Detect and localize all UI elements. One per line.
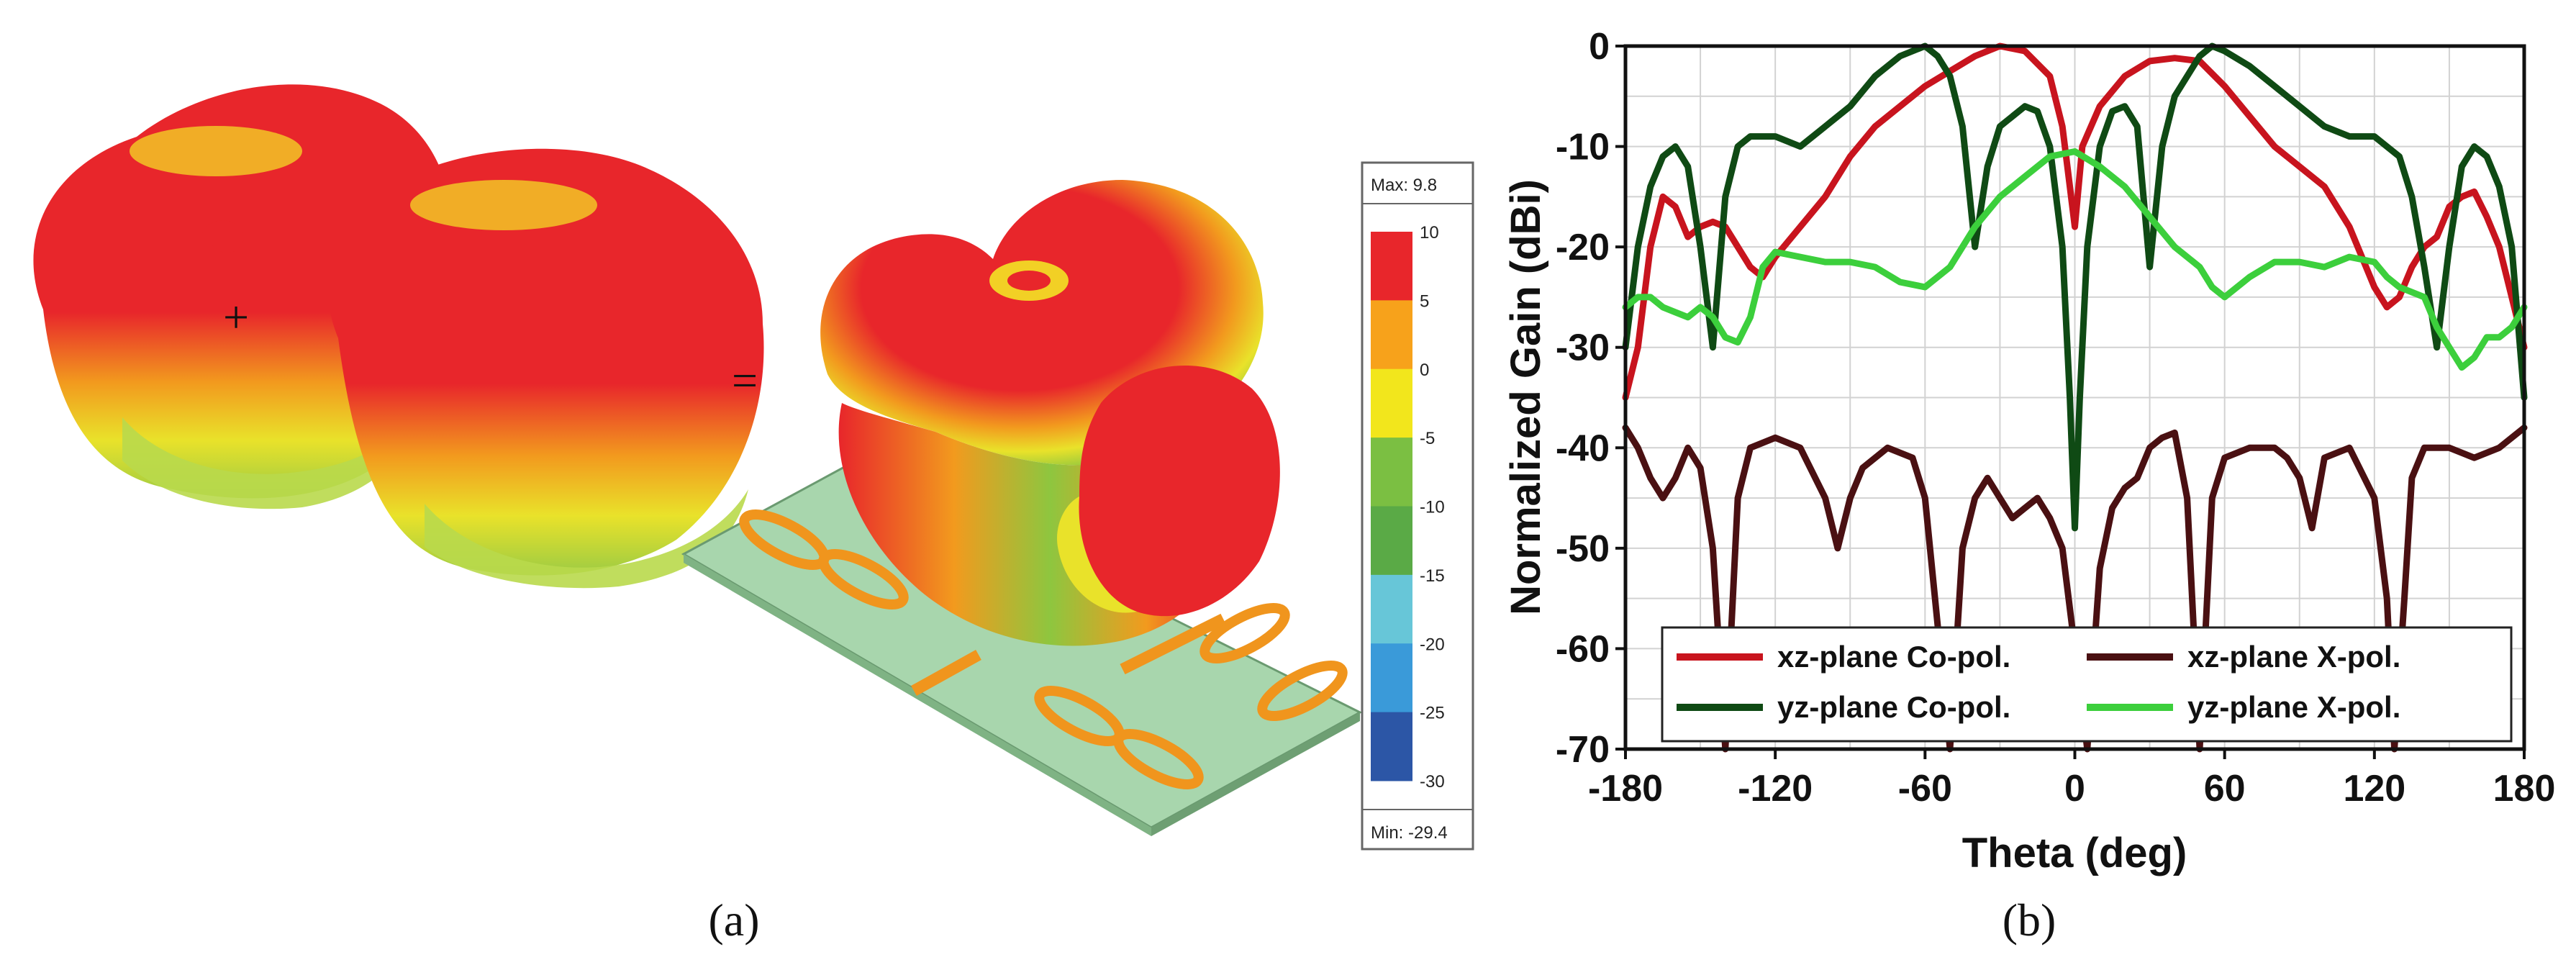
plus-sign: +	[223, 291, 249, 343]
series-line	[1622, 424, 2528, 753]
scale-band	[1371, 574, 1412, 644]
scale-band	[1371, 232, 1412, 301]
y-tick-label: -50	[1556, 528, 1610, 570]
x-axis-title: Theta (deg)	[1962, 830, 2187, 876]
x-tick-label: 180	[2493, 768, 2556, 810]
scale-tick-label: -15	[1420, 566, 1445, 586]
y-tick-label: -20	[1556, 227, 1610, 268]
antenna-board	[681, 459, 1363, 836]
scale-tick-label: 10	[1420, 223, 1439, 242]
scale-band	[1371, 300, 1412, 370]
scale-max-label: Max: 9.8	[1371, 176, 1437, 195]
scale-band	[1371, 506, 1412, 576]
series-line	[1622, 42, 2528, 401]
x-tick-label: 60	[2204, 768, 2246, 810]
y-tick-label: -40	[1556, 427, 1610, 469]
legend-label: xz-plane Co-pol.	[1777, 640, 2010, 674]
x-tick-label: -60	[1898, 768, 1952, 810]
legend-label: yz-plane Co-pol.	[1777, 690, 2010, 724]
scale-min-label: Min: -29.4	[1371, 823, 1448, 843]
equals-sign: =	[732, 355, 758, 406]
y-axis-title: Normalized Gain (dBi)	[1502, 179, 1549, 615]
x-tick-label: -180	[1588, 768, 1663, 810]
y-tick-label: 0	[1589, 26, 1610, 68]
scale-bands	[1371, 232, 1412, 781]
x-tick-label: -120	[1738, 768, 1813, 810]
legend-label: xz-plane X-pol.	[2187, 640, 2400, 674]
radiation-pattern-3	[820, 180, 1280, 646]
scale-tick-label: 0	[1420, 361, 1429, 380]
scale-tick-label: -25	[1420, 704, 1445, 723]
caption-b: (b)	[2003, 894, 2056, 946]
scale-ticks: 10 5 0 -5 -10 -15 -20 -25 -30	[1420, 223, 1445, 792]
panel-a: + =	[33, 84, 1474, 946]
scale-band	[1371, 643, 1412, 713]
scale-tick-label: -30	[1420, 772, 1445, 792]
scale-tick-label: -10	[1420, 498, 1445, 517]
scale-tick-label: -5	[1420, 429, 1435, 448]
radiation-pattern-2	[327, 148, 764, 589]
y-tick-label: -60	[1556, 628, 1610, 670]
caption-a: (a)	[708, 894, 759, 946]
legend-label: yz-plane X-pol.	[2187, 690, 2400, 724]
legend: xz-plane Co-pol. xz-plane X-pol. yz-plane …	[1661, 626, 2513, 743]
y-tick-label: -70	[1556, 729, 1610, 771]
scale-band	[1371, 368, 1412, 438]
scale-band	[1371, 712, 1412, 781]
x-tick-label: 0	[2064, 768, 2085, 810]
panel-b: -180 -120 -60 0 60 120 180 0 -10 -20 -30 -40 -50 -60…	[1502, 26, 2555, 946]
x-tick-label: 120	[2343, 768, 2405, 810]
y-tick-labels: 0 -10 -20 -30 -40 -50 -60 -70	[1556, 26, 1625, 771]
color-scale: Max: 9.8 Min: -29.4 10 5 0 -5 -10 -15 -20 -25 -3…	[1361, 161, 1474, 851]
chart-series	[1622, 42, 2528, 753]
y-tick-label: -10	[1556, 127, 1610, 168]
series-line	[1622, 42, 2528, 532]
x-tick-labels: -180 -120 -60 0 60 120 180	[1588, 749, 2555, 810]
scale-band	[1371, 438, 1412, 507]
series-line	[1622, 148, 2528, 371]
y-tick-label: -30	[1556, 327, 1610, 369]
scale-tick-label: 5	[1420, 291, 1429, 311]
scale-tick-label: -20	[1420, 635, 1445, 654]
